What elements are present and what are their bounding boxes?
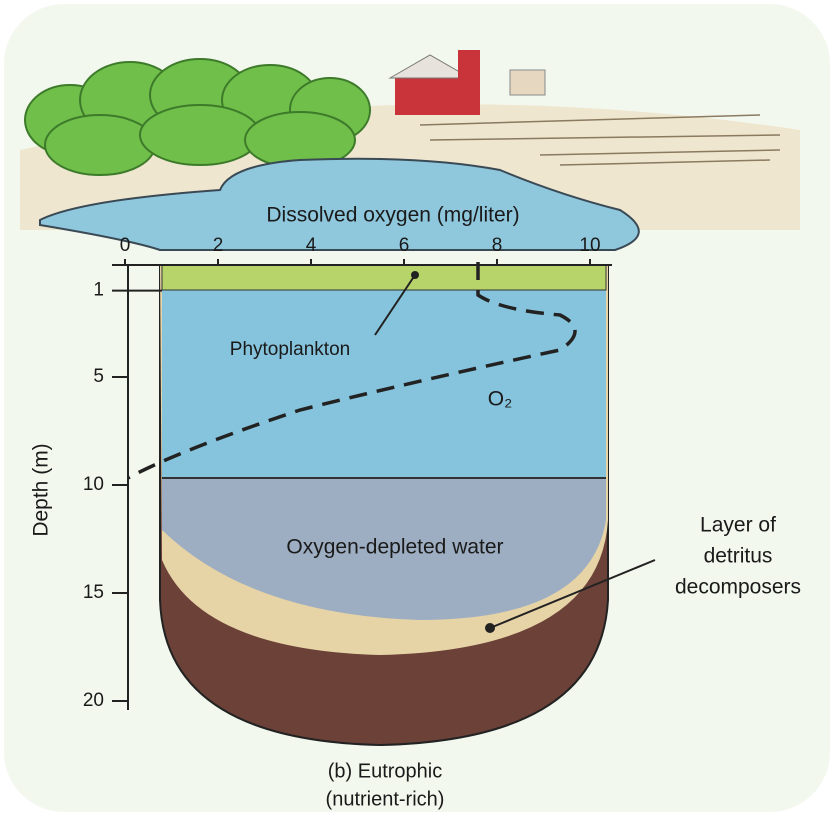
oxygenated-water — [162, 290, 606, 478]
detritus-label: detritus — [704, 545, 773, 568]
phytoplankton-pointer — [374, 274, 416, 336]
depleted-label: Oxygen-depleted water — [286, 536, 503, 559]
y-tick-label: 5 — [93, 366, 104, 387]
depleted-water — [162, 478, 606, 620]
fields — [419, 114, 781, 166]
caption: (b) Eutrophic — [328, 760, 443, 782]
detritus-label: Layer of — [700, 514, 776, 537]
o2-label: O₂ — [488, 388, 513, 411]
x-tick-label: 4 — [306, 235, 317, 256]
detritus-pointer — [489, 559, 656, 629]
caption: (nutrient-rich) — [326, 788, 445, 810]
detritus-label: decomposers — [675, 576, 801, 599]
phytoplankton-dot — [411, 271, 419, 279]
x-axis-title: Dissolved oxygen (mg/liter) — [266, 204, 519, 227]
detritus-dot — [485, 623, 495, 633]
y-tick-label: 20 — [83, 690, 104, 711]
y-tick-label: 10 — [83, 474, 104, 495]
trees — [24, 58, 371, 176]
phytoplankton-label: Phytoplankton — [230, 339, 350, 360]
y-axis-title: Depth (m) — [30, 443, 53, 536]
barn — [388, 50, 546, 115]
phytoplankton-layer — [161, 264, 607, 291]
x-tick-label: 10 — [579, 235, 600, 256]
x-tick-label: 2 — [213, 235, 224, 256]
x-tick-label: 6 — [399, 235, 410, 256]
y-tick-label: 1 — [93, 280, 104, 301]
x-tick-label: 8 — [492, 235, 503, 256]
y-tick-label: 15 — [83, 582, 104, 603]
lake-surface — [39, 157, 640, 251]
x-tick-label: 0 — [120, 235, 131, 256]
o2-curve — [127, 262, 577, 480]
